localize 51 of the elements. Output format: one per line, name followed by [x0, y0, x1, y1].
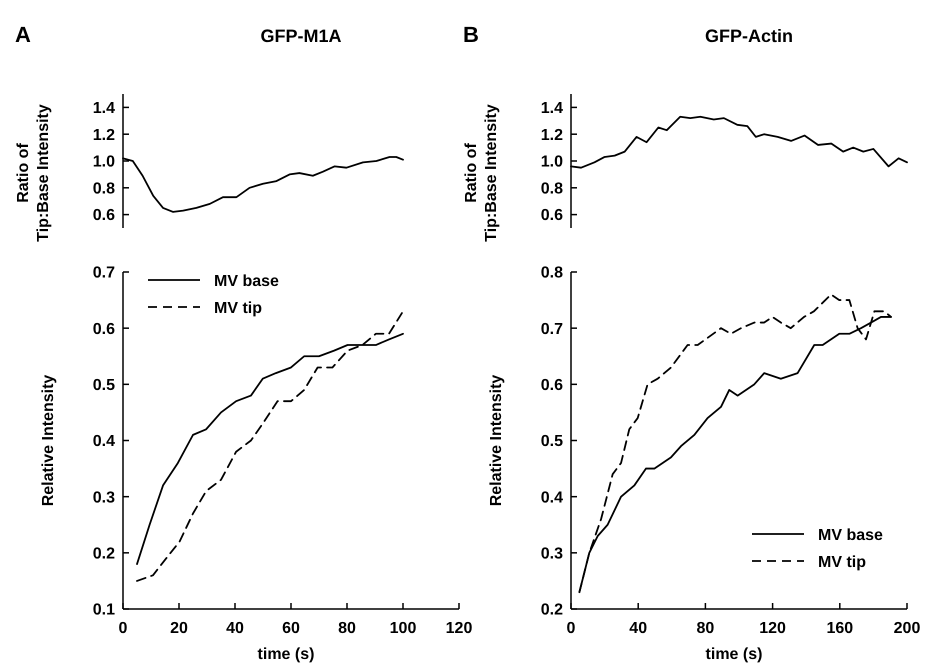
y-tick-label: 0.6	[92, 207, 116, 224]
chart-title: GFP-M1A	[260, 26, 342, 46]
y-tick-label: 1.4	[92, 100, 116, 117]
y-tick-label: 1.0	[540, 154, 564, 171]
x-tick-label: 120	[446, 620, 472, 637]
y-tick-label: 0.8	[92, 180, 116, 198]
y-tick-label: 0.4	[92, 433, 116, 450]
x-tick-label: 80	[696, 620, 714, 637]
x-axis-title: time (s)	[258, 646, 314, 663]
legend-label: MV base	[214, 273, 280, 290]
y-axis-title: Relative Intensity	[40, 374, 57, 506]
text: A	[15, 22, 31, 47]
x-tick-label: 200	[894, 620, 920, 637]
y-tick-label: 0.5	[92, 376, 116, 394]
y-tick-label: 0.4	[540, 489, 564, 506]
y-tick-label: 0.5	[540, 433, 564, 450]
chart-title: GFP-Actin	[705, 26, 793, 46]
text: B	[463, 22, 479, 47]
y-tick-label: 1.2	[540, 126, 564, 144]
y-tick-label: 0.1	[92, 602, 116, 619]
y-tick-label: 0.6	[540, 207, 564, 224]
y-tick-label: 1.2	[92, 126, 116, 144]
y-tick-label: 0.3	[540, 545, 564, 562]
x-tick-label: 120	[759, 620, 786, 637]
y-tick-label: 0.7	[540, 320, 564, 338]
y-axis-title: Relative Intensity	[488, 374, 505, 506]
legend-label: MV tip	[818, 554, 866, 571]
y-tick-label: 0.2	[92, 545, 116, 562]
y-tick-label: 1.0	[92, 154, 116, 171]
y-tick-label: 0.6	[540, 376, 564, 394]
legend-label: MV tip	[214, 300, 262, 317]
y-tick-label: 0.8	[540, 180, 564, 198]
x-tick-label: 80	[338, 620, 356, 637]
x-tick-label: 40	[629, 620, 648, 637]
y-tick-label: 0.7	[92, 264, 116, 282]
y-axis-title: Ratio of Tip:Base Intensity	[15, 104, 52, 242]
y-tick-label: 0.3	[92, 489, 116, 506]
x-tick-label: 160	[826, 620, 854, 637]
y-tick-label: 1.4	[540, 100, 564, 117]
y-tick-label: 0.2	[540, 602, 564, 619]
x-tick-label: 0	[566, 620, 576, 637]
x-tick-label: 20	[170, 620, 188, 637]
x-axis-title: time (s)	[706, 646, 762, 663]
x-tick-label: 60	[282, 620, 300, 637]
y-tick-label: 0.6	[92, 320, 116, 338]
x-tick-label: 0	[118, 620, 128, 637]
x-tick-label: 40	[226, 620, 244, 637]
x-tick-label: 100	[390, 620, 416, 637]
y-axis-title: Ratio of Tip:Base Intensity	[463, 104, 500, 242]
y-tick-label: 0.8	[540, 264, 564, 282]
legend-label: MV base	[818, 527, 884, 544]
